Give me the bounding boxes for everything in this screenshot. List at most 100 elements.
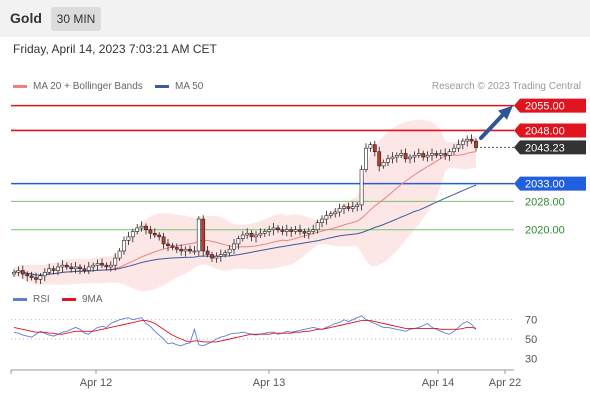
candle-body bbox=[408, 156, 412, 160]
candle-body bbox=[51, 268, 56, 271]
candle-body bbox=[430, 153, 434, 156]
price-tag-bg bbox=[514, 123, 586, 138]
candle-body bbox=[293, 229, 298, 232]
candle-body bbox=[438, 153, 443, 156]
ma50-swatch bbox=[155, 85, 169, 88]
candle-body bbox=[64, 264, 69, 268]
candle-body bbox=[130, 231, 135, 238]
ma20-swatch bbox=[13, 85, 27, 88]
candle-body bbox=[359, 169, 364, 206]
candle-body bbox=[34, 277, 38, 280]
candle-body bbox=[368, 144, 373, 149]
x-axis-tick-label: Apr 13 bbox=[253, 377, 285, 389]
price-tag-bg bbox=[514, 98, 586, 113]
candle-body bbox=[139, 225, 144, 229]
rsi-ma-swatch bbox=[62, 298, 76, 301]
candle-body bbox=[78, 266, 82, 270]
legend-rsi: RSI bbox=[13, 294, 50, 305]
candle-body bbox=[381, 162, 386, 167]
price-tag-label: 2048.00 bbox=[525, 125, 565, 137]
candle-body bbox=[188, 248, 192, 252]
candle-body bbox=[196, 218, 201, 252]
timeframe-badge[interactable]: 30 MIN bbox=[51, 7, 101, 31]
candle-body bbox=[69, 266, 74, 270]
candle-body bbox=[73, 266, 78, 270]
price-tag-2020.00: 2020.00 bbox=[525, 225, 565, 237]
projection-arrowhead bbox=[498, 105, 513, 120]
candle-body bbox=[135, 227, 140, 232]
candle-body bbox=[324, 215, 329, 220]
candle-body bbox=[236, 238, 241, 245]
candle-body bbox=[232, 243, 236, 250]
candle-body bbox=[100, 263, 104, 266]
candle-body bbox=[394, 154, 399, 158]
price-tag-2028.00: 2028.00 bbox=[525, 196, 565, 208]
price-tag-label: 2020.00 bbox=[525, 225, 565, 237]
candle-body bbox=[311, 229, 316, 232]
rsi-tick-label: 70 bbox=[525, 315, 537, 327]
legend-ma20: MA 20 + Bollinger Bands bbox=[13, 81, 143, 92]
candle-body bbox=[179, 248, 184, 252]
x-axis-tick-label: Apr 12 bbox=[80, 377, 112, 389]
ma50-line bbox=[13, 184, 477, 276]
candle-body bbox=[86, 266, 91, 271]
candle-body bbox=[214, 256, 219, 259]
candle-body bbox=[82, 268, 87, 271]
candle-body bbox=[25, 273, 30, 277]
legend-ma20-label: MA 20 + Bollinger Bands bbox=[33, 81, 143, 92]
candle-body bbox=[42, 271, 47, 277]
x-axis-tick-label: Apr 14 bbox=[422, 377, 454, 389]
candle-body bbox=[434, 153, 439, 156]
candle-body bbox=[258, 232, 263, 236]
candle-body bbox=[174, 247, 179, 250]
candle-body bbox=[399, 153, 404, 156]
legend-rsi-ma: 9MA bbox=[62, 294, 103, 305]
price-tag-2048.00: 2048.00 bbox=[514, 123, 586, 138]
legend-rsi-label: RSI bbox=[33, 294, 50, 305]
candle-body bbox=[289, 229, 294, 232]
x-axis-tick-label: Apr 22 bbox=[489, 377, 521, 389]
candle-body bbox=[144, 225, 148, 231]
candle-body bbox=[117, 250, 122, 259]
candle-body bbox=[456, 144, 461, 149]
candle-body bbox=[91, 264, 96, 268]
candle-body bbox=[403, 153, 408, 160]
candle-body bbox=[249, 232, 254, 238]
candle-body bbox=[20, 270, 25, 275]
candle-body bbox=[298, 229, 302, 232]
candle-body bbox=[210, 254, 214, 259]
candle-body bbox=[183, 248, 188, 252]
candle-body bbox=[342, 206, 346, 209]
candle-body bbox=[271, 227, 276, 231]
candle-body bbox=[205, 250, 210, 255]
rsi-tick-label: 50 bbox=[525, 334, 537, 346]
candle-body bbox=[386, 158, 390, 163]
candle-body bbox=[306, 231, 311, 234]
candle-body bbox=[223, 252, 228, 255]
price-tag-label: 2055.00 bbox=[525, 101, 565, 113]
rsi-tick-label: 30 bbox=[525, 353, 537, 365]
chart-header: Gold 30 MIN bbox=[0, 0, 590, 37]
candle-body bbox=[16, 270, 21, 273]
candle-body bbox=[38, 275, 43, 280]
instrument-title: Gold bbox=[10, 10, 42, 26]
candle-body bbox=[12, 271, 16, 275]
candle-body bbox=[421, 153, 426, 158]
candle-body bbox=[166, 243, 170, 246]
candle-body bbox=[425, 154, 430, 158]
candle-body bbox=[170, 245, 175, 248]
candle-body bbox=[355, 204, 360, 207]
candle-body bbox=[29, 275, 34, 278]
candle-body bbox=[465, 139, 470, 142]
price-tag-label: 2033.00 bbox=[525, 179, 565, 191]
candle-body bbox=[333, 211, 338, 215]
candle-body bbox=[452, 147, 456, 153]
bollinger-band bbox=[14, 119, 476, 291]
candle-body bbox=[192, 250, 197, 253]
candle-body bbox=[469, 139, 474, 142]
candle-body bbox=[377, 151, 382, 167]
candle-body bbox=[126, 236, 131, 241]
candle-body bbox=[60, 264, 65, 268]
candle-body bbox=[218, 254, 223, 257]
